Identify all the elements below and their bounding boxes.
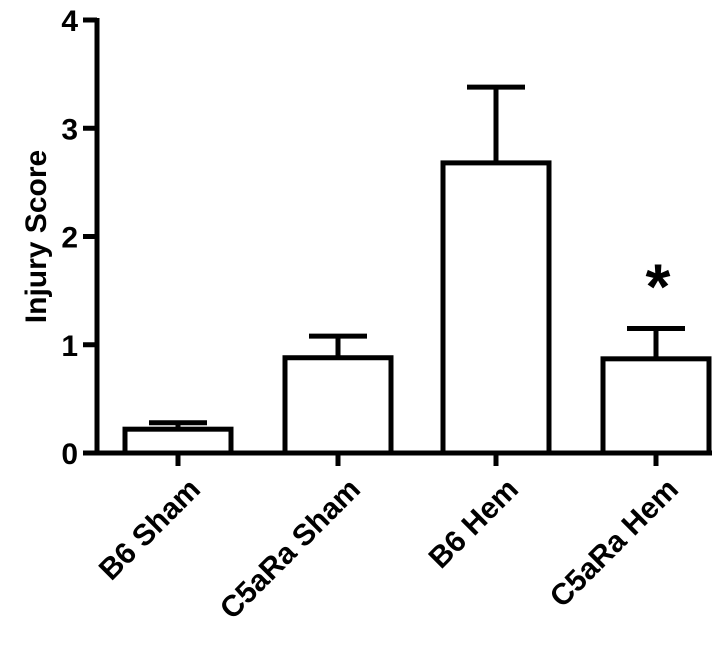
y-tick-label-4: 4 bbox=[61, 5, 78, 38]
significance-asterisk-0: * bbox=[646, 251, 671, 323]
y-axis-label: Injury Score bbox=[20, 150, 53, 323]
y-tick-label-3: 3 bbox=[61, 113, 78, 146]
bar-2 bbox=[440, 160, 552, 456]
x-tick-label-0: B6 Sham bbox=[93, 473, 207, 587]
axes bbox=[83, 17, 712, 466]
x-tick-label-1: C5aRa Sham bbox=[214, 473, 367, 626]
bar-0 bbox=[122, 426, 234, 456]
bar-3 bbox=[600, 356, 712, 456]
y-tick-label-1: 1 bbox=[61, 330, 78, 363]
y-tick-label-2: 2 bbox=[61, 222, 78, 255]
y-tick-label-0: 0 bbox=[61, 438, 78, 471]
bar-1 bbox=[282, 355, 394, 456]
bars bbox=[122, 160, 712, 456]
x-tick-label-2: B6 Hem bbox=[423, 473, 525, 575]
labels: 0 1 2 3 4 B6 Sham C5aRa Sham B6 Hem C5aRa Hem Inj… bbox=[20, 5, 685, 626]
x-tick-label-3: C5aRa Hem bbox=[544, 473, 685, 614]
error-bars bbox=[149, 84, 685, 430]
